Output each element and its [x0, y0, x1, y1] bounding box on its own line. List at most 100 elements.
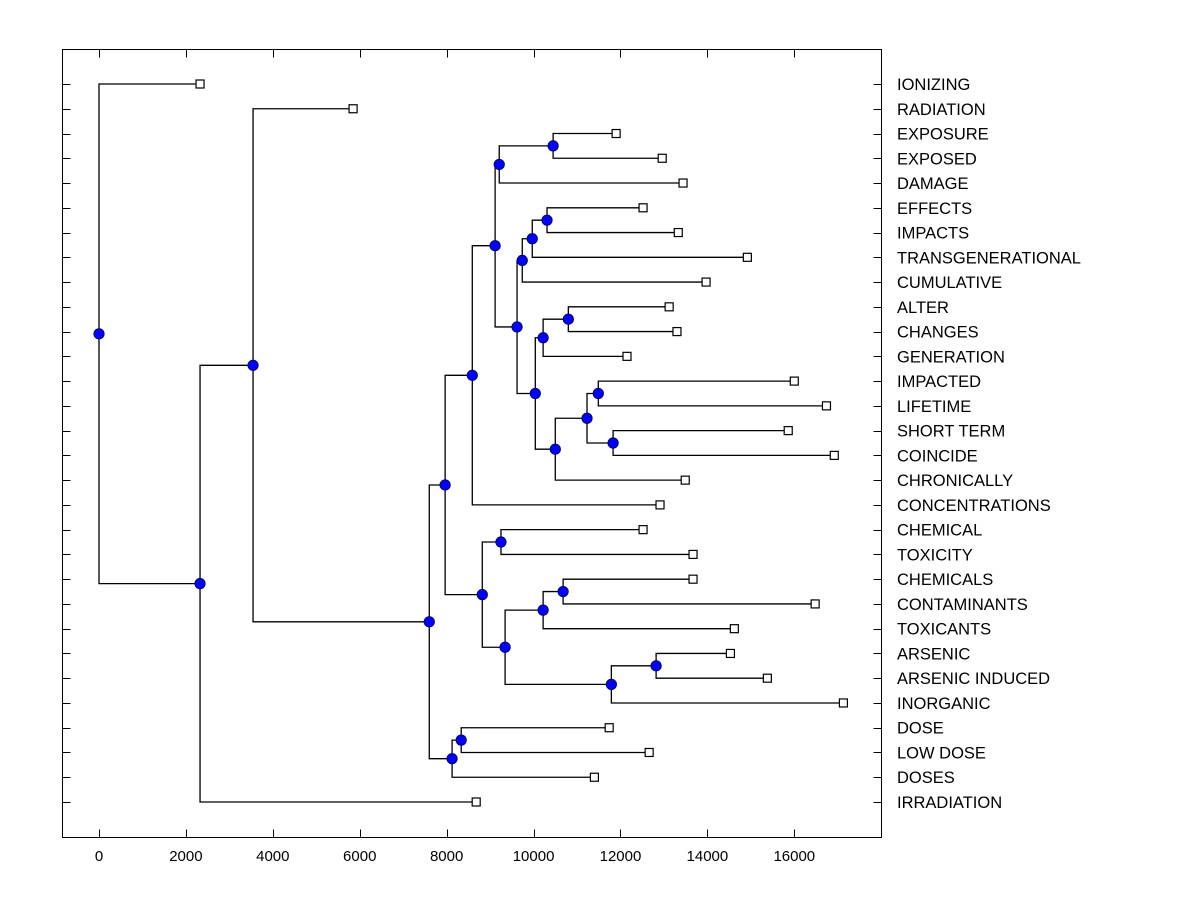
branch-line — [504, 609, 544, 648]
x-tick-label: 14000 — [687, 848, 729, 865]
branch-line — [481, 594, 506, 648]
leaf-marker — [680, 475, 690, 485]
branch-line — [542, 590, 564, 611]
internal-node — [455, 734, 467, 746]
leaf-marker — [783, 426, 793, 436]
branch-line — [554, 417, 588, 450]
branch-line — [516, 326, 536, 395]
branch-line — [554, 449, 686, 481]
leaf-label: ARSENIC INDUCED — [897, 670, 1050, 688]
leaf-label: CUMULATIVE — [897, 274, 1002, 292]
leaf-label: DOSES — [897, 769, 955, 787]
leaf-label: LIFETIME — [897, 398, 971, 416]
leaf-label: TOXICITY — [897, 546, 973, 564]
leaf-marker — [810, 599, 820, 609]
internal-node — [526, 233, 538, 245]
internal-node — [495, 536, 507, 548]
internal-node — [439, 479, 451, 491]
internal-node — [607, 437, 619, 449]
branch-line — [494, 245, 518, 328]
leaf-label: SHORT TERM — [897, 423, 1005, 441]
branch-line — [471, 245, 496, 376]
branch-line — [542, 337, 627, 357]
branch-line — [546, 220, 679, 234]
leaf-marker — [657, 153, 667, 163]
branch-line — [610, 684, 844, 704]
leaf-label: ARSENIC — [897, 645, 970, 663]
leaf-marker — [638, 203, 648, 213]
leaf-label: IRRADIATION — [897, 794, 1002, 812]
branch-line — [428, 484, 446, 622]
branch-line — [444, 484, 483, 596]
internal-node — [466, 369, 478, 381]
leaf-label: GENERATION — [897, 348, 1005, 366]
internal-node — [557, 585, 569, 598]
branch-line — [504, 647, 612, 686]
internal-node — [650, 660, 662, 672]
leaf-marker — [729, 624, 739, 634]
branch-line — [562, 578, 694, 592]
branch-line — [597, 393, 827, 407]
internal-node — [516, 254, 528, 267]
internal-node — [93, 328, 105, 340]
leaf-marker — [644, 747, 654, 758]
branches — [98, 83, 844, 803]
branch-line — [567, 319, 677, 333]
leaf-label: DAMAGE — [897, 175, 969, 193]
branch-line — [586, 418, 614, 444]
branch-line — [500, 542, 694, 556]
internal-node — [541, 214, 553, 226]
x-axis: 0 2000 4000 6000 8000 10000 12000 14000 16000 — [95, 49, 815, 865]
branch-line — [498, 145, 554, 165]
leaf-marker — [664, 302, 674, 312]
branch-line — [444, 374, 473, 485]
internal-node — [537, 332, 549, 344]
internal-node — [537, 604, 549, 616]
branch-line — [610, 665, 657, 685]
leaf-label: IONIZING — [897, 76, 970, 94]
leaf-label: EXPOSURE — [897, 126, 989, 144]
leaf-marker — [655, 500, 665, 510]
internal-node — [605, 678, 617, 690]
leaf-label: IMPACTS — [897, 225, 969, 243]
leaf-label: RADIATION — [897, 101, 986, 119]
internal-node — [489, 240, 501, 252]
leaf-label: EFFECTS — [897, 200, 972, 218]
leaf-labels: IONIZING RADIATION EXPOSURE EXPOSED DAMAGE EF… — [897, 76, 1081, 812]
leaf-label: COINCIDE — [897, 447, 978, 465]
branch-line — [552, 132, 617, 146]
leaf-markers — [195, 79, 849, 807]
x-tick-label: 6000 — [343, 848, 376, 865]
internal-node — [529, 387, 541, 400]
branch-line — [612, 429, 789, 443]
branch-line — [199, 583, 477, 803]
leaf-marker — [688, 574, 698, 584]
branch-line — [252, 108, 354, 366]
leaf-label: TRANSGENERATIONAL — [897, 249, 1081, 267]
leaf-marker — [829, 450, 839, 460]
x-tick-label: 4000 — [256, 848, 289, 865]
branch-line — [481, 541, 501, 595]
x-tick-label: 12000 — [600, 848, 642, 865]
branch-line — [516, 259, 523, 327]
branch-line — [534, 393, 556, 450]
leaf-marker — [821, 401, 832, 411]
branch-line — [552, 145, 663, 159]
internal-node — [592, 387, 604, 400]
branch-line — [612, 443, 835, 457]
branch-line — [428, 621, 453, 760]
leaf-marker — [589, 772, 600, 782]
branch-line — [521, 260, 707, 283]
leaf-label: IMPACTED — [897, 373, 981, 391]
internal-node — [499, 641, 511, 653]
branch-line — [500, 529, 644, 543]
branch-line — [531, 238, 748, 258]
leaf-label: LOW DOSE — [897, 744, 986, 762]
leaf-marker — [838, 698, 849, 708]
leaf-label: CONTAMINANTS — [897, 596, 1028, 614]
leaf-label: CHRONICALLY — [897, 472, 1013, 490]
branch-line — [98, 83, 201, 334]
leaf-label: ALTER — [897, 299, 949, 317]
leaf-marker — [673, 227, 683, 238]
leaf-label: EXPOSED — [897, 150, 977, 168]
